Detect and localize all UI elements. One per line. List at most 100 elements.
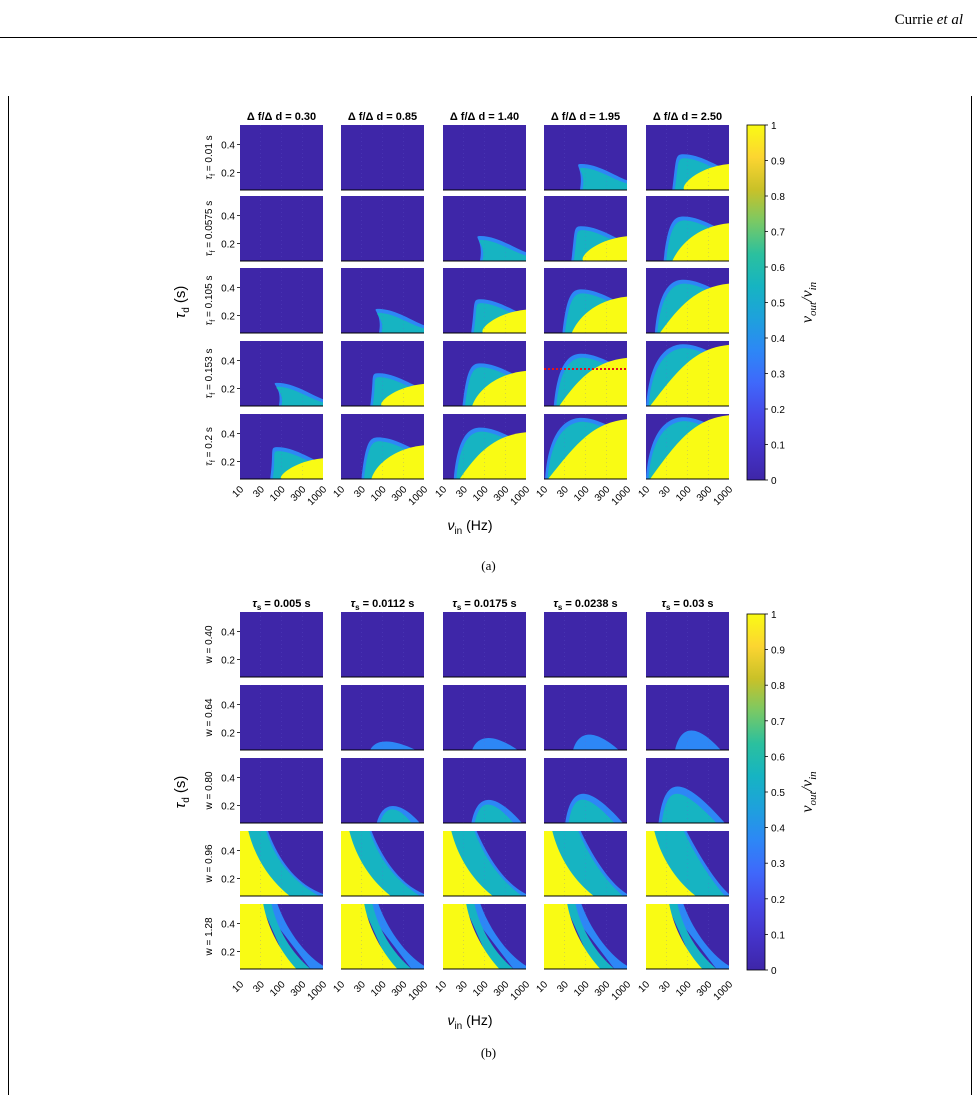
col-title-subscript: s bbox=[558, 603, 563, 612]
y-label-unit: (s) bbox=[172, 286, 189, 308]
row-label-symbol: τ bbox=[204, 320, 215, 325]
col-title-subscript: s bbox=[355, 603, 360, 612]
column-title-b-1: τs = 0.0112 s bbox=[351, 598, 415, 612]
y-tick-label: 0.4 bbox=[221, 357, 235, 368]
x-tick-label: 100 bbox=[471, 979, 491, 999]
y-tick-label: 0.4 bbox=[221, 774, 235, 785]
heatmap-panel-b-1-0 bbox=[240, 685, 323, 751]
cb-out: out bbox=[807, 791, 819, 806]
y-tick-label: 0.2 bbox=[221, 801, 235, 812]
colorbar-tick-label: 0.8 bbox=[771, 192, 785, 203]
y-tick-label: 0.2 bbox=[221, 457, 235, 468]
row-label-value: = 0.01 s bbox=[204, 135, 215, 174]
y-tick-label: 0.4 bbox=[221, 847, 235, 858]
figure-a-caption: (a) bbox=[481, 558, 496, 573]
heatmap-panel-b-4-2 bbox=[443, 904, 526, 970]
author-etal: et al bbox=[936, 12, 963, 28]
heatmap-region-yel bbox=[341, 904, 398, 969]
row-label-subscript: f bbox=[210, 174, 217, 176]
col-title-value: = 0.03 s bbox=[670, 598, 713, 610]
heatmap-panel-a-1-3 bbox=[544, 196, 627, 262]
heatmap-panel-a-3-1 bbox=[341, 341, 424, 407]
figure-a-svg: Δ f/Δ d = 0.30 Δ f/Δ d = 0.85 Δ f/Δ d = 1.… bbox=[172, 111, 819, 537]
x-tick-label: 10 bbox=[534, 979, 550, 995]
col-title-subscript: s bbox=[666, 603, 671, 612]
x-tick-label: 10 bbox=[433, 979, 449, 995]
x-label-subscript: in bbox=[454, 526, 462, 537]
heatmap-region-yel bbox=[646, 904, 703, 969]
x-tick-label: 100 bbox=[369, 979, 389, 999]
column-title-a-0: Δ f/Δ d = 0.30 bbox=[247, 111, 316, 123]
heatmap-panel-b-0-0 bbox=[240, 612, 323, 678]
row-label-a-4: τf = 0.2 s bbox=[204, 427, 217, 466]
heatmap-panel-a-4-4 bbox=[646, 414, 729, 480]
heatmap-panel-b-4-0 bbox=[240, 904, 323, 970]
x-label-unit: (Hz) bbox=[462, 1012, 492, 1028]
colorbar-tick-label: 0.5 bbox=[771, 299, 785, 310]
heatmap-panel-a-1-0 bbox=[240, 196, 323, 262]
row-label-subscript: f bbox=[210, 320, 217, 322]
colorbar-tick-label: 0 bbox=[771, 966, 777, 977]
heatmap-region-yel bbox=[280, 458, 323, 480]
heatmap-panel-b-2-1 bbox=[341, 758, 424, 824]
heatmap-panel-a-3-4 bbox=[646, 341, 729, 407]
heatmap-region-yel bbox=[559, 357, 627, 406]
heatmap-panel-b-3-0 bbox=[240, 831, 323, 897]
row-label-b-2: w = 0.80 bbox=[204, 771, 215, 811]
heatmap-region-mid bbox=[568, 799, 615, 823]
row-label-symbol: τ bbox=[204, 393, 215, 398]
heatmap-region-mid bbox=[579, 167, 627, 190]
heatmap-region-yel bbox=[571, 296, 627, 333]
heatmap-panel-b-4-4 bbox=[646, 904, 729, 970]
heatmap-panel-a-4-3 bbox=[544, 414, 627, 480]
heatmap-panel-a-0-3 bbox=[544, 125, 627, 191]
heatmap-panel-b-4-1 bbox=[341, 904, 424, 970]
figure-b-caption: (b) bbox=[480, 1045, 497, 1060]
col-title-symbol: τ bbox=[553, 598, 558, 610]
colorbar-tick-label: 1 bbox=[771, 121, 777, 132]
heatmap-region-mid bbox=[463, 904, 514, 969]
heatmap-region-yel bbox=[240, 904, 297, 969]
col-title-symbol: τ bbox=[661, 598, 666, 610]
heatmap-region-yel bbox=[443, 831, 493, 896]
heatmap-region-yel bbox=[659, 283, 729, 333]
x-tick-label: 10 bbox=[331, 979, 347, 995]
heatmap-region-mid bbox=[260, 904, 311, 969]
colorbar-tick-label: 1 bbox=[771, 610, 777, 621]
heatmap-region-yel bbox=[381, 383, 424, 407]
colorbar-tick-label: 0.5 bbox=[771, 788, 785, 799]
x-tick-label: 30 bbox=[352, 979, 368, 995]
x-label-unit: (Hz) bbox=[462, 517, 492, 533]
y-label-subscript: d bbox=[181, 797, 192, 803]
heatmap-region-yel bbox=[472, 370, 526, 406]
x-tick-label: 1000 bbox=[407, 979, 431, 1003]
x-tick-label: 30 bbox=[657, 979, 673, 995]
cb-nu: ν bbox=[799, 315, 816, 323]
row-label-value: = 0.2 s bbox=[204, 427, 215, 460]
colorbar-tick-label: 0.7 bbox=[771, 717, 785, 728]
column-title-b-3: τs = 0.0238 s bbox=[553, 598, 617, 612]
colorbar-tick-label: 0.4 bbox=[771, 824, 785, 835]
column-title-a-4: Δ f/Δ d = 2.50 bbox=[653, 111, 722, 123]
y-tick-label: 0.4 bbox=[221, 212, 235, 223]
x-label-symbol: ν bbox=[447, 517, 454, 533]
heatmap-region-light bbox=[472, 738, 518, 750]
heatmap-panel-a-3-3 bbox=[544, 341, 627, 407]
row-label-symbol: τ bbox=[204, 175, 215, 180]
row-label-subscript: f bbox=[210, 393, 217, 395]
heatmap-panel-a-1-4 bbox=[646, 196, 729, 262]
heatmap-region-light bbox=[370, 741, 416, 750]
heatmap-panel-a-0-0 bbox=[240, 125, 323, 191]
y-tick-label: 0.2 bbox=[221, 168, 235, 179]
row-label-symbol: τ bbox=[204, 251, 215, 256]
heatmap-panel-a-2-4 bbox=[646, 268, 729, 334]
x-label-subscript: in bbox=[454, 1021, 462, 1032]
y-axis-label-a: τd (s) bbox=[172, 286, 192, 319]
col-title-symbol: τ bbox=[452, 598, 457, 610]
x-tick-label: 1000 bbox=[712, 979, 736, 1003]
column-title-a-2: Δ f/Δ d = 1.40 bbox=[450, 111, 519, 123]
heatmap-panel-b-1-4 bbox=[646, 685, 729, 751]
figure-frame-right bbox=[971, 96, 972, 1095]
colorbar-label-b: νout/νin bbox=[799, 771, 819, 813]
running-head-author: Currie et al bbox=[895, 12, 963, 29]
